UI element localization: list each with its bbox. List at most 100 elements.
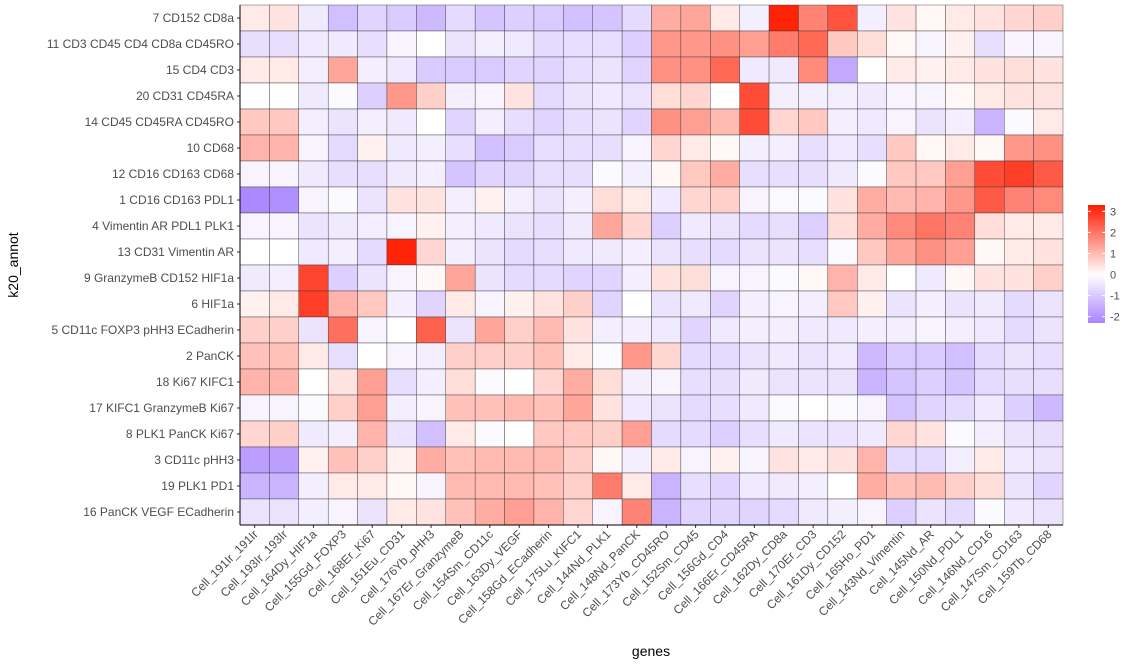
y-tick-labels: 7 CD152 CD8a 11 CD3 CD45 CD4 CD8a CD45RO 1…: [47, 11, 240, 519]
heatmap-cell: [327, 290, 358, 318]
heatmap-cell: [651, 108, 682, 136]
y-tick-label: 5 CD11c FOXP3 pHH3 ECadherin: [51, 323, 234, 337]
legend-ticks: 3 2 1 0 -1 -2: [1088, 206, 1120, 324]
heatmap-cell: [327, 186, 358, 214]
heatmap-cell: [327, 316, 358, 344]
heatmap-cell: [945, 134, 976, 162]
heatmap-cell: [533, 238, 564, 266]
heatmap-cell: [945, 290, 976, 318]
heatmap-cell: [474, 30, 505, 58]
heatmap-cell: [504, 212, 535, 240]
heatmap-cell: [798, 498, 829, 526]
heatmap-cell: [1004, 264, 1034, 292]
heatmap-cell: [621, 316, 652, 344]
heatmap-cell: [533, 498, 564, 526]
heatmap-cell: [739, 394, 770, 422]
heatmap-cell: [857, 186, 887, 214]
legend-tick-label: -1: [1110, 291, 1120, 303]
heatmap-cell: [680, 446, 711, 474]
heatmap-cell: [474, 4, 505, 32]
heatmap-cell: [327, 30, 358, 58]
heatmap-cell: [357, 30, 388, 58]
heatmap-cell: [915, 30, 946, 58]
heatmap-cell: [1004, 160, 1034, 188]
heatmap-cell: [298, 160, 329, 188]
heatmap-cell: [357, 394, 388, 422]
heatmap-cell: [680, 160, 711, 188]
heatmap-cell: [563, 108, 593, 136]
heatmap-cell: [357, 82, 388, 110]
heatmap-cell: [357, 472, 388, 500]
heatmap-cell: [269, 212, 299, 240]
y-tick-label: 1 CD16 CD163 PDL1: [119, 193, 234, 207]
heatmap-cell: [621, 394, 652, 422]
heatmap-cell: [680, 394, 711, 422]
heatmap-cell: [386, 212, 417, 240]
heatmap-cell: [680, 186, 711, 214]
heatmap-cell: [651, 290, 682, 318]
heatmap-cell: [710, 420, 740, 448]
heatmap-cell: [886, 498, 917, 526]
heatmap-cell: [710, 342, 740, 370]
heatmap-cell: [621, 238, 652, 266]
heatmap-cell: [563, 238, 593, 266]
heatmap-cell: [386, 290, 417, 318]
heatmap-cell: [563, 316, 593, 344]
heatmap-cell: [974, 30, 1005, 58]
heatmap-cell: [239, 238, 270, 266]
heatmap-cell: [945, 186, 976, 214]
heatmap-cell: [445, 498, 476, 526]
heatmap-cell: [1004, 446, 1034, 474]
heatmap-cell: [1004, 238, 1034, 266]
heatmap-cell: [768, 420, 799, 448]
heatmap-cell: [269, 134, 299, 162]
heatmap-cell: [357, 212, 388, 240]
heatmap-cell: [298, 420, 329, 448]
heatmap-cell: [416, 30, 446, 58]
heatmap-cell: [416, 394, 446, 422]
heatmap-cell: [710, 82, 740, 110]
heatmap-cell: [1004, 108, 1034, 136]
heatmap-cell: [416, 472, 446, 500]
heatmap-cell: [1033, 56, 1064, 84]
y-tick-label: 13 CD31 Vimentin AR: [117, 245, 234, 259]
y-tick-label: 16 PanCK VEGF ECadherin: [83, 505, 234, 519]
heatmap-cell: [298, 394, 329, 422]
heatmap-cell: [416, 56, 446, 84]
heatmap-cell: [827, 472, 858, 500]
heatmap-cell: [504, 56, 535, 84]
heatmap-cell: [474, 290, 505, 318]
heatmap-cell: [798, 134, 829, 162]
heatmap-cell: [680, 264, 711, 292]
heatmap-cell: [1033, 4, 1064, 32]
heatmap-cell: [592, 264, 623, 292]
heatmap-cell: [798, 420, 829, 448]
heatmap-cell: [768, 498, 799, 526]
heatmap-cell: [710, 212, 740, 240]
heatmap-cell: [857, 394, 887, 422]
heatmap-cell: [680, 212, 711, 240]
heatmap-cell: [1004, 420, 1034, 448]
heatmap-cell: [357, 368, 388, 396]
heatmap-cell: [298, 186, 329, 214]
heatmap-cell: [474, 186, 505, 214]
y-tick-label: 14 CD45 CD45RA CD45RO: [85, 115, 234, 129]
heatmap-cell: [504, 238, 535, 266]
heatmap-cell: [239, 160, 270, 188]
heatmap-cell: [239, 212, 270, 240]
heatmap-cell: [1004, 472, 1034, 500]
heatmap-cell: [298, 368, 329, 396]
heatmap-cell: [621, 82, 652, 110]
heatmap-cell: [680, 238, 711, 266]
heatmap-cell: [945, 394, 976, 422]
legend-tick-label: -2: [1110, 312, 1120, 324]
heatmap-cell: [1004, 4, 1034, 32]
heatmap-cell: [798, 56, 829, 84]
heatmap-cell: [1033, 316, 1064, 344]
heatmap-cell: [563, 342, 593, 370]
heatmap-cell: [592, 108, 623, 136]
heatmap-cell: [945, 264, 976, 292]
heatmap-cell: [651, 82, 682, 110]
heatmap-cell: [621, 290, 652, 318]
heatmap-cell: [474, 108, 505, 136]
